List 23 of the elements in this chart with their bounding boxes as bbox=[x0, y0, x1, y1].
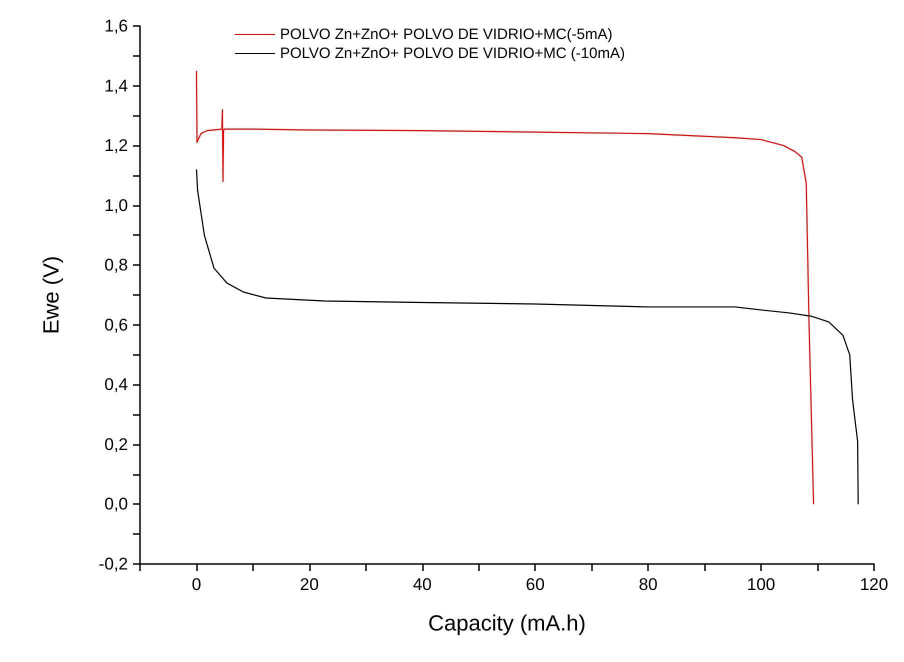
y-tick-label: 1,0 bbox=[104, 196, 128, 215]
y-tick-label: 1,4 bbox=[104, 76, 128, 96]
x-tick-label: 40 bbox=[412, 575, 432, 594]
y-tick-label: 0,4 bbox=[104, 375, 128, 394]
line-series bbox=[196, 70, 814, 505]
y-tick-label: 0,8 bbox=[104, 256, 128, 275]
x-axis-title: Capacity (mA.h) bbox=[428, 610, 586, 636]
legend-label: POLVO Zn+ZnO+ POLVO DE VIDRIO+MC (-10mA) bbox=[280, 45, 625, 62]
y-tick-label: 0,2 bbox=[104, 434, 128, 454]
y-tick-label: 0,6 bbox=[104, 315, 128, 334]
x-tick-label: 100 bbox=[746, 575, 776, 594]
y-axis-title: Ewe (V) bbox=[38, 256, 64, 334]
y-tick-label: 1,2 bbox=[104, 136, 128, 156]
x-tick-label: 0 bbox=[192, 575, 202, 594]
legend-label: POLVO Zn+ZnO+ POLVO DE VIDRIO+MC(-5mA) bbox=[280, 26, 612, 43]
y-tick-label: 0,0 bbox=[104, 494, 128, 514]
x-tick-label: 20 bbox=[300, 575, 319, 594]
x-tick-label: 80 bbox=[638, 575, 658, 594]
x-tick-label: 60 bbox=[526, 575, 545, 594]
line-series bbox=[196, 168, 859, 505]
y-tick-label: -0,2 bbox=[98, 554, 128, 574]
x-tick-label: 120 bbox=[860, 575, 888, 594]
y-tick-label: 1,6 bbox=[104, 16, 128, 36]
